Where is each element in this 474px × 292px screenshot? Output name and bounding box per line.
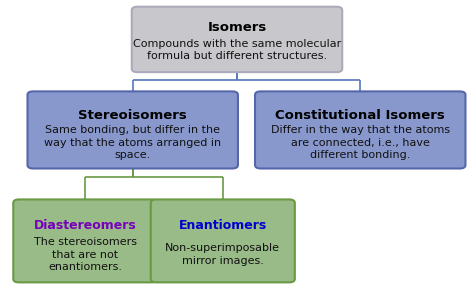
FancyBboxPatch shape	[151, 199, 295, 282]
Text: Compounds with the same molecular
formula but different structures.: Compounds with the same molecular formul…	[133, 39, 341, 61]
Text: Differ in the way that the atoms
are connected, i.e., have
different bonding.: Differ in the way that the atoms are con…	[271, 125, 450, 160]
Text: Same bonding, but differ in the
way that the atoms arranged in
space.: Same bonding, but differ in the way that…	[44, 125, 221, 160]
Text: The stereoisomers
that are not
enantiomers.: The stereoisomers that are not enantiome…	[34, 237, 137, 272]
FancyBboxPatch shape	[13, 199, 157, 282]
FancyBboxPatch shape	[255, 91, 465, 168]
Text: Stereoisomers: Stereoisomers	[78, 110, 187, 122]
Text: Enantiomers: Enantiomers	[179, 219, 267, 232]
Text: Non-superimposable
mirror images.: Non-superimposable mirror images.	[165, 243, 280, 266]
Text: Constitutional Isomers: Constitutional Isomers	[275, 110, 445, 122]
FancyBboxPatch shape	[132, 7, 342, 72]
Text: Isomers: Isomers	[207, 21, 266, 34]
FancyBboxPatch shape	[27, 91, 238, 168]
Text: Diastereomers: Diastereomers	[34, 219, 137, 232]
